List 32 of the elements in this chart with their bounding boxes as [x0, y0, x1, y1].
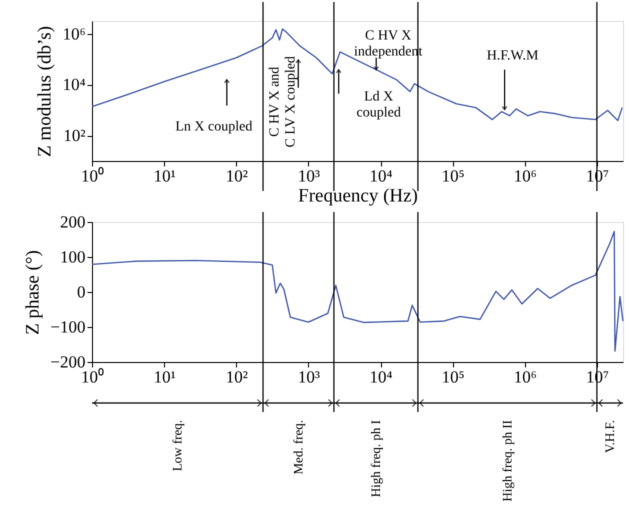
x-tick-label: 10² — [226, 368, 248, 386]
y-tick-label: 200 — [60, 212, 86, 232]
text: High freq. ph I — [368, 420, 383, 498]
annotation: H.F.W.M — [486, 48, 539, 64]
x-tick-label: 10⁵ — [442, 166, 465, 186]
y-tick-label: 10² — [63, 126, 86, 146]
x-tick-label: 10² — [226, 166, 248, 186]
text: Low freq. — [170, 420, 185, 472]
annotation: C HV X and C LV X coupled — [267, 56, 298, 148]
x-tick-label: 10⁴ — [370, 368, 393, 386]
y-axis-title: Z modulus (db’s) — [34, 26, 56, 157]
x-tick-label: 10¹ — [154, 368, 176, 386]
x-tick-label: 10⁶ — [514, 166, 537, 186]
text: V.H.F. — [602, 420, 617, 454]
y-tick-label: 0 — [77, 282, 86, 302]
y-tick-label: −100 — [50, 318, 86, 336]
x-tick-label: 10⁰ — [81, 166, 104, 186]
text: Med. freq. — [290, 420, 306, 475]
x-tick-label: 10⁵ — [442, 368, 465, 386]
y-tick-label: 10⁴ — [62, 75, 86, 94]
x-tick-label: 10⁶ — [514, 368, 537, 386]
x-tick-label: 10³ — [298, 166, 320, 186]
y-axis-title: Z phase (°) — [22, 250, 44, 335]
text: High freq. ph II — [499, 420, 514, 502]
y-tick-label: 10⁶ — [62, 24, 86, 44]
annotation: Ld X coupled — [356, 90, 401, 121]
y-tick-label: 100 — [60, 248, 86, 266]
x-tick-label: 10¹ — [154, 166, 176, 186]
x-tick-label: 10⁴ — [370, 166, 393, 186]
annotation: Ln X coupled — [175, 120, 252, 135]
x-axis-title: Frequency (Hz) — [298, 186, 418, 206]
x-tick-label: 10³ — [298, 368, 320, 386]
